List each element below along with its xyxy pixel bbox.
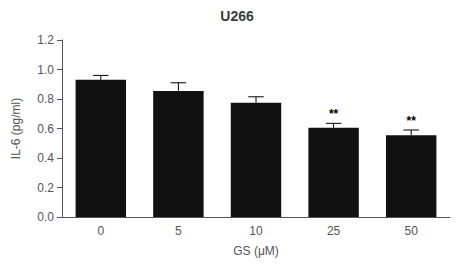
svg-text:10: 10	[249, 224, 263, 238]
svg-text:0.2: 0.2	[37, 181, 54, 195]
svg-text:1.0: 1.0	[37, 63, 54, 77]
svg-text:0: 0	[97, 224, 104, 238]
svg-text:0.4: 0.4	[37, 151, 54, 165]
svg-text:0.6: 0.6	[37, 122, 54, 136]
svg-text:0.0: 0.0	[37, 210, 54, 224]
svg-text:50: 50	[405, 224, 419, 238]
svg-text:**: **	[407, 114, 417, 128]
svg-text:5: 5	[175, 224, 182, 238]
svg-text:1.2: 1.2	[37, 33, 54, 47]
svg-text:25: 25	[327, 224, 341, 238]
svg-text:U266: U266	[220, 8, 254, 24]
svg-text:IL-6 (pg/ml): IL-6 (pg/ml)	[9, 98, 23, 159]
svg-text:GS (μM): GS (μM)	[233, 244, 279, 258]
svg-text:0.8: 0.8	[37, 92, 54, 106]
svg-text:**: **	[329, 107, 339, 121]
